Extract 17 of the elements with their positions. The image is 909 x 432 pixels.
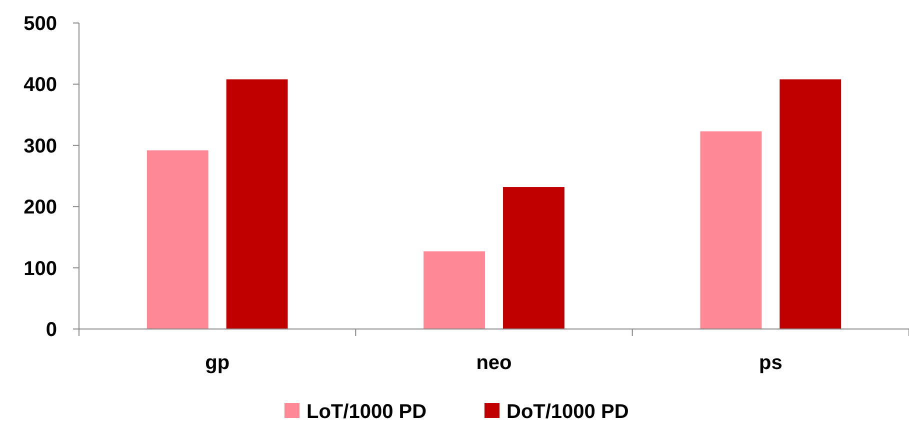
- legend-label: LoT/1000 PD: [306, 401, 427, 423]
- x-tick-label: ps: [758, 352, 782, 374]
- bar: [780, 79, 842, 329]
- bar: [502, 187, 564, 329]
- y-tick-label: 500: [24, 13, 57, 35]
- legend-label: DoT/1000 PD: [506, 401, 629, 423]
- bar: [700, 131, 762, 329]
- bar: [226, 79, 288, 329]
- x-tick-label: neo: [476, 352, 512, 374]
- y-tick-label: 300: [24, 135, 57, 158]
- x-tick-label: gp: [205, 352, 230, 374]
- bar: [424, 251, 486, 329]
- y-tick-label: 200: [24, 196, 57, 219]
- y-tick-label: 400: [24, 74, 57, 96]
- y-tick-label: 100: [24, 258, 57, 280]
- bar: [146, 150, 208, 329]
- y-tick-label: 0: [46, 319, 57, 341]
